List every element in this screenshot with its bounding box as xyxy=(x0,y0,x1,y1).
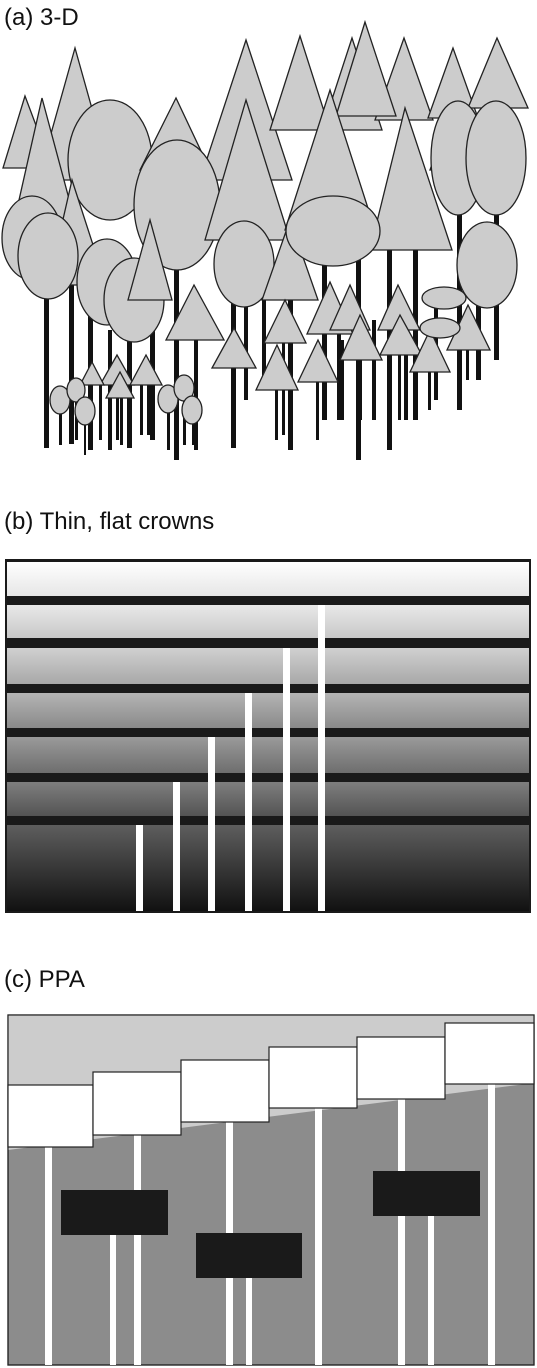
tree-crown xyxy=(104,370,136,399)
tree-crown xyxy=(335,19,397,117)
tree-crown xyxy=(378,313,424,356)
canopy-layer xyxy=(7,648,529,684)
tree-crown xyxy=(181,395,203,425)
tree-crown xyxy=(262,298,308,344)
tree-crown xyxy=(456,221,518,309)
tree-crown xyxy=(421,286,467,310)
thin-flat-crowns-illustration xyxy=(5,559,531,913)
tree-crown xyxy=(296,338,340,383)
tree-crown xyxy=(66,377,86,403)
panel-frame xyxy=(7,1014,535,1366)
tree-crown xyxy=(338,313,384,361)
tree-crown xyxy=(467,36,529,109)
tree-crown xyxy=(210,326,258,369)
canopy-layer xyxy=(7,737,529,773)
tree-crown xyxy=(254,343,300,391)
canopy-crowns xyxy=(7,1022,535,1148)
ppa-illustration xyxy=(7,1014,535,1366)
canopy-layer xyxy=(7,562,529,596)
tree-crown xyxy=(465,100,527,216)
panel-c-label: (c) PPA xyxy=(4,966,85,993)
tree-crown xyxy=(269,33,331,131)
canopy-layer xyxy=(7,782,529,816)
panel-a-label: (a) 3-D xyxy=(4,4,79,31)
tree-crown xyxy=(369,105,453,251)
tree-crown xyxy=(127,217,173,301)
tree-crown xyxy=(128,353,164,386)
tree-crown xyxy=(164,283,226,341)
tree-crown xyxy=(74,396,96,426)
tree-crown xyxy=(285,195,381,267)
canopy-layer xyxy=(7,825,529,911)
trunk-gaps xyxy=(136,605,325,911)
tree-crown xyxy=(78,360,106,386)
understory-crowns xyxy=(61,1171,480,1278)
tree-crown xyxy=(49,385,71,415)
canopy-layer xyxy=(7,693,529,728)
tree-crown xyxy=(17,212,79,300)
tree-crown xyxy=(261,218,319,301)
panel-b-label: (b) Thin, flat crowns xyxy=(4,508,215,535)
tree-crown xyxy=(419,317,461,339)
tree-crown xyxy=(408,328,452,373)
canopy-layer xyxy=(7,605,529,638)
forest-3d-illustration xyxy=(1,19,529,460)
